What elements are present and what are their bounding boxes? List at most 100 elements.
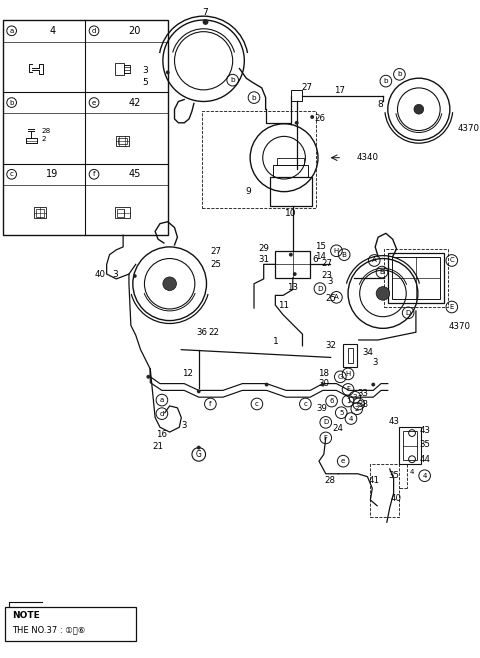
Text: 8: 8	[377, 100, 383, 109]
Text: f: f	[93, 171, 96, 177]
Circle shape	[372, 383, 375, 386]
Bar	[117, 209, 124, 216]
Circle shape	[203, 19, 208, 25]
Text: e: e	[341, 458, 345, 464]
Bar	[116, 136, 129, 146]
Text: 35: 35	[419, 440, 430, 449]
Text: 22: 22	[209, 328, 220, 337]
Text: 19: 19	[46, 169, 59, 179]
Text: D: D	[317, 286, 323, 291]
Circle shape	[166, 70, 169, 74]
Text: f: f	[209, 401, 212, 407]
Text: NOTE: NOTE	[12, 611, 39, 620]
Bar	[34, 207, 46, 218]
Text: 1: 1	[274, 338, 279, 346]
Bar	[115, 207, 130, 218]
Text: 18: 18	[318, 369, 329, 378]
Text: 24: 24	[333, 424, 344, 433]
Text: D: D	[406, 310, 411, 316]
Bar	[388, 253, 444, 303]
Text: 15: 15	[315, 242, 326, 251]
Bar	[392, 257, 440, 299]
Bar	[291, 90, 302, 101]
Text: 1: 1	[346, 398, 350, 404]
Text: 4: 4	[422, 472, 427, 479]
Text: 7: 7	[203, 8, 208, 17]
Text: 28: 28	[324, 476, 335, 485]
Bar	[124, 65, 130, 73]
Text: D: D	[323, 419, 328, 425]
Text: c: c	[357, 401, 360, 407]
Text: 45: 45	[129, 169, 141, 179]
Text: 9: 9	[245, 187, 251, 196]
Bar	[3, 20, 168, 236]
Text: 38: 38	[357, 401, 368, 409]
Text: 28: 28	[41, 128, 50, 134]
Text: 4: 4	[349, 415, 353, 422]
Text: G: G	[337, 374, 343, 380]
Text: 43: 43	[388, 417, 399, 426]
Circle shape	[163, 277, 177, 291]
Text: 20: 20	[129, 26, 141, 36]
Circle shape	[295, 121, 299, 125]
Text: 40: 40	[391, 494, 402, 503]
Text: 36: 36	[196, 328, 207, 337]
Text: E: E	[450, 304, 454, 310]
Bar	[403, 431, 417, 460]
Text: 3: 3	[328, 277, 333, 286]
Text: b: b	[397, 71, 402, 78]
Circle shape	[376, 287, 390, 300]
Text: 11: 11	[277, 301, 288, 309]
Text: 4: 4	[410, 469, 414, 475]
Bar	[274, 165, 308, 177]
Circle shape	[133, 274, 137, 278]
Text: 34: 34	[362, 348, 373, 357]
Text: 6: 6	[329, 398, 334, 404]
Text: 21: 21	[153, 442, 164, 451]
Text: a: a	[160, 397, 164, 403]
Text: C: C	[449, 257, 454, 263]
Text: 35: 35	[388, 471, 399, 480]
Text: 4370: 4370	[457, 124, 480, 133]
Text: A: A	[334, 294, 339, 300]
Text: A: A	[372, 257, 377, 263]
Text: 27: 27	[301, 84, 312, 92]
Text: 6: 6	[312, 255, 318, 264]
Bar	[343, 344, 357, 367]
Text: 4: 4	[49, 26, 55, 36]
Text: 17: 17	[334, 86, 345, 95]
Text: c: c	[10, 171, 13, 177]
Text: 14: 14	[315, 252, 326, 261]
Text: 27: 27	[321, 259, 332, 268]
Text: 3: 3	[181, 421, 187, 430]
Bar	[36, 209, 44, 216]
Bar	[118, 138, 127, 144]
Bar	[384, 249, 448, 307]
Text: 3: 3	[372, 358, 378, 367]
Text: 3: 3	[112, 270, 118, 278]
Text: 13: 13	[288, 283, 298, 292]
Bar	[5, 607, 136, 640]
Circle shape	[197, 390, 201, 393]
Text: 31: 31	[258, 255, 269, 264]
Text: 29: 29	[258, 244, 269, 253]
Text: d: d	[92, 28, 96, 34]
Text: 2: 2	[41, 136, 46, 142]
Text: 4370: 4370	[449, 322, 471, 331]
Circle shape	[321, 383, 325, 386]
Text: 32: 32	[325, 342, 336, 350]
Text: 33: 33	[357, 389, 368, 398]
Text: d: d	[160, 411, 164, 417]
Circle shape	[289, 253, 293, 257]
Circle shape	[293, 272, 297, 276]
Text: 42: 42	[129, 97, 141, 107]
Text: b: b	[384, 78, 388, 84]
Text: H: H	[346, 371, 351, 377]
Text: 4340: 4340	[357, 153, 379, 163]
Text: 10: 10	[285, 209, 297, 218]
Text: 25: 25	[325, 293, 336, 303]
Circle shape	[146, 375, 150, 379]
Text: THE NO.37 : ①～⑥: THE NO.37 : ①～⑥	[12, 625, 85, 634]
Text: b: b	[10, 99, 14, 105]
Text: 39: 39	[316, 404, 327, 413]
